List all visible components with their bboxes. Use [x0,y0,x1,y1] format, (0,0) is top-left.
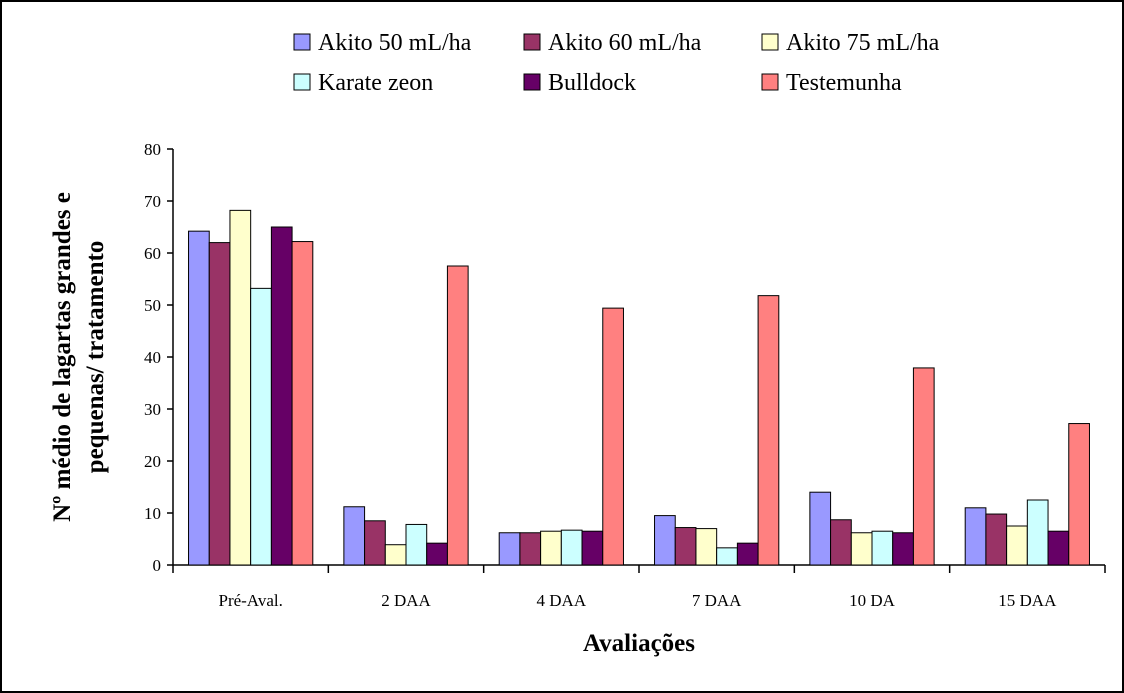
legend-entry: Akito 50 mL/ha [293,30,472,56]
x-tick-label: 7 DAA [692,591,742,610]
y-tick-label: 20 [144,452,161,471]
bar [560,529,583,566]
bar [850,532,873,566]
legend-label: Akito 60 mL/ha [548,30,702,56]
bar [964,507,987,566]
bar [364,520,386,566]
legend-swatch [523,33,541,51]
bar [602,307,624,566]
bar [581,530,604,566]
bar [809,491,832,566]
bar [343,506,366,566]
bar [498,532,521,566]
legend-swatch [293,73,311,91]
bar [250,287,272,566]
legend-entry: Akito 60 mL/ha [523,30,702,56]
y-tick-label: 10 [144,504,161,523]
legend-swatch [523,73,541,91]
legend-swatch [761,73,779,91]
bar [405,523,428,566]
bar [654,515,676,566]
bar [229,209,252,566]
bar [208,242,231,566]
x-tick-label: Pré-Aval. [218,591,282,610]
bar [716,547,738,566]
legend-swatch [761,33,779,51]
bar [384,544,407,566]
legend-label: Karate zeon [318,70,433,96]
bar [695,528,718,566]
bar [1068,423,1090,566]
y-tick-label: 60 [144,244,161,263]
bar [270,226,293,566]
bar [830,519,852,566]
bar [291,241,314,566]
bar [446,265,469,566]
bar [674,527,697,566]
legend-entry: Akito 75 mL/ha [761,30,940,56]
bar [1006,525,1028,566]
y-axis-title-line: pequenas/ tratamento [82,241,109,474]
y-tick-label: 40 [144,348,161,367]
bar [871,530,894,566]
x-tick-label: 4 DAA [537,591,587,610]
y-axis-title-line: Nº médio de lagartas grandes e [49,192,76,522]
legend-label: Bulldock [548,70,636,96]
x-tick-label: 2 DAA [381,591,431,610]
y-axis-title: Nº médio de lagartas grandes e pequenas/ … [49,192,109,522]
legend-label: Akito 75 mL/ha [786,30,940,56]
y-tick-label: 0 [153,556,162,575]
bar [519,532,542,566]
bar [736,542,759,566]
plot-area: 0 10 20 30 40 50 60 70 80 Pré-Aval. 2 DAA 4 DAA 7 DA… [144,140,1106,610]
bar [540,530,562,566]
bar [1026,499,1049,566]
legend-entry: Bulldock [523,70,636,96]
bar [1047,530,1070,566]
legend: Akito 50 mL/ha Akito 60 mL/ha Akito 75 mL/… [293,30,940,96]
x-tick-label: 15 DAA [998,591,1057,610]
legend-swatch [293,33,311,51]
bar [892,532,914,566]
x-axis-title: Avaliações [583,630,695,657]
bar [757,295,780,566]
legend-label: Akito 50 mL/ha [318,30,472,56]
y-tick-label: 50 [144,296,161,315]
x-tick-label: 10 DA [849,591,896,610]
bar [912,367,935,566]
legend-label: Testemunha [786,70,902,96]
bar [188,230,210,566]
legend-entry: Karate zeon [293,70,433,96]
y-tick-label: 30 [144,400,161,419]
legend-entry: Testemunha [761,70,902,96]
bar [426,542,448,566]
y-tick-label: 80 [144,140,161,159]
bar [985,513,1008,566]
y-tick-label: 70 [144,192,161,211]
